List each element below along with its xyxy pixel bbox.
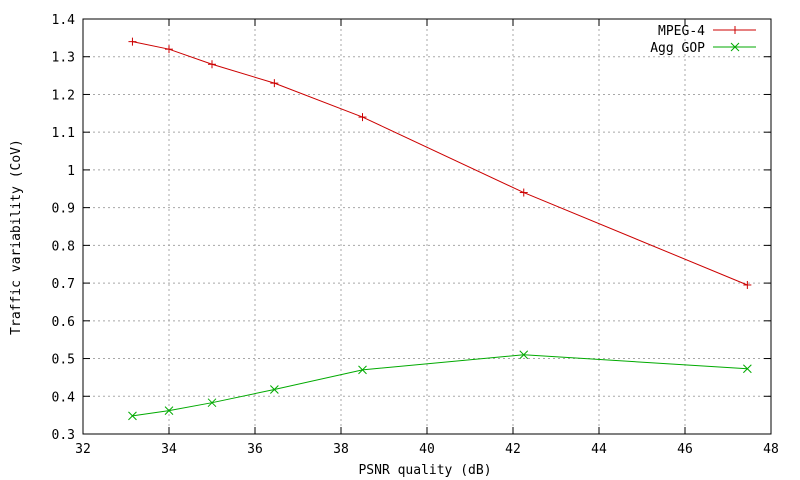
y-tick-label: 0.5	[52, 353, 75, 368]
data-point-agg-gop	[358, 365, 367, 375]
x-tick-label: 32	[75, 442, 91, 457]
data-point-mpeg-4	[743, 280, 752, 289]
y-tick-label: 0.3	[52, 428, 75, 443]
data-point-mpeg-4	[128, 37, 137, 46]
series-line-mpeg-4	[132, 41, 748, 286]
y-tick-label: 0.7	[52, 277, 75, 292]
y-tick-label: 1.2	[52, 88, 75, 103]
x-tick-label: 42	[505, 442, 521, 457]
point-marker	[207, 398, 217, 408]
legend-marker-mpeg-4	[731, 26, 739, 34]
legend-marker-agg-gop	[730, 42, 740, 52]
data-point-mpeg-4	[165, 45, 173, 54]
legend-label-mpeg-4: MPEG-4	[658, 24, 705, 39]
x-tick-label: 48	[763, 442, 779, 457]
data-point-agg-gop	[742, 364, 752, 374]
series-group	[128, 37, 752, 421]
data-point-agg-gop	[207, 398, 217, 408]
point-marker	[269, 385, 279, 394]
axes	[82, 18, 772, 435]
data-point-mpeg-4	[208, 60, 216, 69]
x-tick-label: 38	[333, 442, 349, 457]
data-point-agg-gop	[164, 406, 174, 415]
point-marker	[128, 411, 137, 421]
y-tick-label: 0.4	[52, 390, 76, 405]
legend: MPEG-4 Agg GOP	[650, 24, 756, 56]
y-axis-label: Traffic variability (CoV)	[9, 139, 24, 335]
legend-marker	[730, 42, 740, 52]
data-point-mpeg-4	[358, 113, 367, 122]
point-marker	[742, 364, 752, 374]
x-axis-label: PSNR quality (dB)	[358, 463, 491, 478]
y-tick-label: 1.3	[52, 51, 75, 66]
data-point-agg-gop	[269, 385, 279, 394]
x-tick-label: 36	[247, 442, 263, 457]
series-agg-gop	[128, 350, 752, 421]
legend-label-agg-gop: Agg GOP	[650, 41, 705, 56]
data-point-agg-gop	[519, 350, 529, 360]
point-marker	[519, 350, 529, 360]
data-point-mpeg-4	[519, 188, 528, 197]
x-tick-label: 34	[161, 442, 177, 457]
x-tick-label: 46	[677, 442, 693, 457]
series-line-agg-gop	[132, 354, 748, 417]
y-tick-label: 0.6	[52, 315, 75, 330]
series-mpeg-4	[128, 37, 752, 289]
y-tick-label: 1.4	[52, 13, 76, 28]
y-tick-label: 1.1	[52, 126, 75, 141]
y-tick-label: 1	[67, 164, 75, 179]
plot-frame	[82, 18, 772, 435]
grid	[83, 19, 771, 434]
y-tick-label: 0.8	[52, 239, 75, 254]
x-tick-label: 40	[419, 442, 435, 457]
data-point-mpeg-4	[270, 79, 279, 88]
tick-labels: 32 34 36 38 40 42 44 46 48 0.3 0.4 0.5 0.6 0.7 0.8 0.9 1…	[52, 13, 779, 457]
data-point-agg-gop	[128, 411, 137, 421]
point-marker	[358, 365, 367, 375]
y-tick-label: 0.9	[52, 202, 75, 217]
x-tick-label: 44	[591, 442, 607, 457]
point-marker	[164, 406, 174, 415]
